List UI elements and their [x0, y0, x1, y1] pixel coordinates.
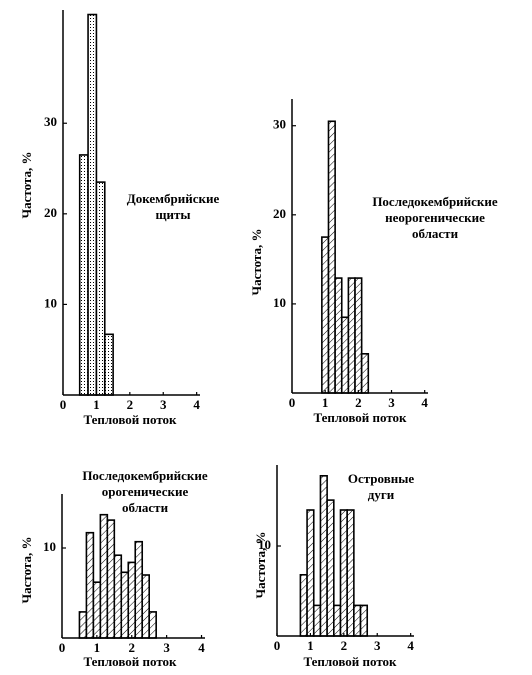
bar — [319, 474, 328, 637]
chart-title: щиты — [155, 207, 190, 222]
bar — [339, 509, 348, 637]
bar — [359, 604, 369, 637]
x-tick-label: 2 — [127, 397, 134, 412]
bar — [360, 352, 370, 394]
bar — [141, 574, 150, 639]
bar — [87, 13, 98, 396]
x-tick-label: 3 — [388, 395, 395, 410]
x-tick-label: 3 — [160, 397, 167, 412]
y-tick-label: 30 — [44, 114, 57, 129]
bar — [85, 531, 95, 639]
chart-title: дуги — [368, 487, 395, 502]
bar — [148, 611, 157, 639]
chart-title: Последокембрийские — [82, 468, 208, 483]
x-tick-label: 0 — [59, 640, 66, 655]
bar — [347, 277, 356, 394]
x-tick-label: 4 — [407, 638, 414, 653]
x-tick-label: 1 — [307, 638, 314, 653]
bar — [326, 499, 335, 637]
chart-title: неорогенические — [385, 210, 485, 225]
bar — [306, 509, 315, 637]
y-axis-title: Частота, % — [19, 152, 34, 219]
bar — [99, 513, 109, 639]
bar — [134, 540, 144, 639]
x-tick-label: 1 — [94, 640, 101, 655]
y-tick-label: 10 — [44, 295, 57, 310]
y-tick-label: 20 — [44, 205, 57, 220]
y-tick-label: 20 — [273, 206, 286, 221]
y-tick-label: 10 — [273, 295, 286, 310]
bar — [78, 154, 89, 396]
bar — [127, 561, 137, 639]
x-tick-label: 0 — [274, 638, 281, 653]
x-tick-label: 2 — [341, 638, 348, 653]
x-tick-label: 0 — [60, 397, 67, 412]
chart-title: Островные — [348, 471, 414, 486]
bar — [346, 509, 355, 637]
x-tick-label: 2 — [355, 395, 362, 410]
bar — [113, 554, 123, 639]
x-tick-label: 1 — [93, 397, 100, 412]
bar — [299, 573, 308, 637]
x-axis-title: Тепловой поток — [313, 410, 407, 425]
y-axis-title: Частота, % — [249, 229, 264, 296]
bar — [340, 316, 350, 394]
bar — [353, 604, 362, 637]
bar — [120, 571, 130, 639]
x-tick-label: 0 — [289, 395, 296, 410]
y-axis-title: Частота, % — [253, 532, 268, 599]
bar — [334, 277, 343, 394]
bar — [103, 333, 114, 396]
y-axis-title: Частота, % — [19, 537, 34, 604]
chart-title: Последокембрийские — [372, 194, 498, 209]
bar — [312, 604, 322, 637]
chart-title: орогенические — [102, 484, 189, 499]
bar — [78, 611, 88, 639]
chart-title: Докембрийские — [127, 191, 220, 206]
bar — [327, 120, 336, 394]
bar — [92, 581, 102, 639]
bar — [321, 236, 330, 394]
bar — [95, 181, 106, 396]
bar — [354, 277, 363, 394]
y-tick-label: 10 — [43, 539, 56, 554]
x-tick-label: 4 — [193, 397, 200, 412]
x-axis-title: Тепловой поток — [83, 654, 177, 669]
x-tick-label: 3 — [163, 640, 170, 655]
x-tick-label: 3 — [374, 638, 381, 653]
x-tick-label: 4 — [421, 395, 428, 410]
x-tick-label: 4 — [198, 640, 205, 655]
bar — [333, 604, 342, 637]
y-tick-label: 10 — [258, 537, 271, 552]
chart-title: области — [412, 226, 459, 241]
chart-title: области — [122, 500, 169, 515]
y-tick-label: 30 — [273, 117, 286, 132]
x-tick-label: 1 — [322, 395, 329, 410]
x-tick-label: 2 — [129, 640, 136, 655]
bar — [106, 519, 116, 639]
x-axis-title: Тепловой поток — [303, 654, 397, 669]
x-axis-title: Тепловой поток — [83, 412, 177, 427]
